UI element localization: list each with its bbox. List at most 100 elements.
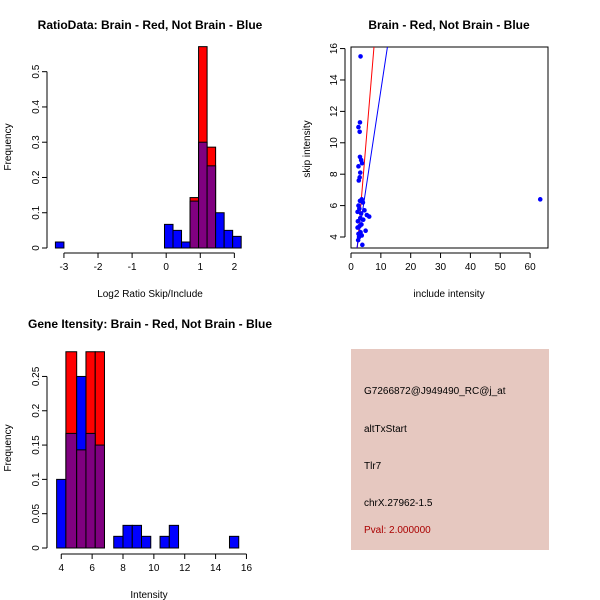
gene-notbrain-bar [228,535,240,549]
scatter-point [356,164,361,169]
scatter-plot-box [350,46,549,249]
ratio-histogram-title: RatioData: Brain - Red, Not Brain - Blue [38,18,263,32]
gene-notbrain-bar [56,478,67,549]
gene-x-tick-label: 6 [89,563,95,574]
gene-x-tick-label: 4 [58,563,64,574]
gene-intensity-title: Gene Itensity: Brain - Red, Not Brain - … [28,317,272,331]
ratio-y-tick-label: 0.4 [31,100,42,114]
scatter-x-tick-label: 50 [495,262,507,273]
gene-x-tick-label: 8 [120,563,126,574]
ratio-x-tick-label: 0 [163,262,169,273]
gene-y-tick-label: 0 [31,545,42,551]
ratio-notbrain-bar [163,223,174,249]
scatter-point [363,228,368,234]
ratio-x-tick-label: 2 [232,262,238,273]
gene-y-tick-label: 0.15 [31,435,42,455]
scatter-x-tick-label: 30 [435,262,447,273]
gene-notbrain-bar [131,524,143,549]
scatter-y-tick-label: 4 [329,234,340,240]
ratio-x-tick-label: -3 [59,262,68,273]
scatter-x-tick-label: 40 [465,262,477,273]
scatter-point [359,160,365,166]
scatter-point [357,129,362,135]
ratio-overlap-bar [198,141,208,249]
scatter-x-tick-label: 0 [348,262,354,273]
gene-notbrain-bar [168,524,180,549]
ratio-x-tick-label: -2 [94,262,103,273]
info-panel: G7266872@J949490_RC@j_at altTxStart Tlr7… [351,349,549,550]
scatter-point [362,208,367,213]
scatter-y-tick-label: 8 [329,171,340,177]
ratio-notbrain-bar [172,229,183,249]
gene-notbrain-bar [113,535,124,549]
gene-intensity-xlabel: Intensity [130,590,167,600]
gene-x-tick-label: 12 [179,563,191,574]
ratio-notbrain-bar [54,241,65,249]
pval-label: Pval: 2.000000 [364,525,431,536]
gene-notbrain-bar [122,524,133,549]
genomic-location: chrX.27962-1.5 [364,498,433,509]
gene-notbrain-bar [159,535,170,549]
scatter-y-tick-label: 16 [329,43,340,55]
ratio-y-tick-label: 0.2 [31,170,42,184]
ratio-x-tick-label: 1 [197,262,203,273]
scatter-point [356,124,361,130]
gene-overlap-bar [85,432,96,549]
ratio-y-tick-label: 0.5 [31,64,42,78]
scatter-point [360,217,366,223]
scatter-point [366,214,372,219]
gene-y-tick-label: 0.05 [31,504,42,524]
gene-x-tick-label: 10 [148,563,160,574]
scatter-x-tick-label: 20 [405,262,417,273]
scatter-point [358,54,363,59]
gene-name: Tlr7 [364,461,382,472]
scatter-point [357,175,362,180]
scatter-x-tick-label: 60 [525,262,537,273]
ratio-histogram-xlabel: Log2 Ratio Skip/Include [97,289,203,300]
intensity-scatter-title: Brain - Red, Not Brain - Blue [368,18,530,32]
scatter-point [357,170,363,175]
intensity-scatter-xlabel: include intensity [413,289,484,300]
scatter-point [360,200,366,205]
intensity-scatter: Brain - Red, Not Brain - Blue include in… [302,18,549,300]
gene-intensity-histogram: Gene Itensity: Brain - Red, Not Brain - … [3,317,272,600]
ratio-x-tick-label: -1 [128,262,137,273]
gene-x-tick-label: 16 [241,563,253,574]
ratio-y-tick-label: 0.3 [31,135,42,149]
scatter-point [537,197,543,202]
probe-id: G7266872@J949490_RC@j_at [364,386,506,397]
scatter-point [358,211,364,216]
gene-y-tick-label: 0.25 [31,366,42,386]
ratio-notbrain-bar [223,229,234,249]
ratio-notbrain-bar [232,235,242,249]
scatter-point [360,242,365,248]
gene-overlap-bar [94,444,105,549]
gene-notbrain-bar [141,535,152,549]
scatter-point [357,120,363,125]
ratio-histogram-ylabel: Frequency [3,123,14,170]
gene-intensity-ylabel: Frequency [3,424,14,471]
ratio-histogram: RatioData: Brain - Red, Not Brain - Blue… [3,18,263,300]
scatter-y-tick-label: 14 [329,74,340,86]
scatter-x-tick-label: 10 [375,262,387,273]
gene-y-tick-label: 0.1 [31,472,42,486]
ratio-y-tick-label: 0 [31,245,42,251]
ratio-overlap-bar [189,200,200,249]
scatter-point [359,222,364,227]
ratio-notbrain-bar [181,241,191,249]
gene-x-tick-label: 14 [210,563,222,574]
scatter-y-tick-label: 10 [329,137,340,149]
scatter-point [357,206,362,212]
gene-overlap-bar [76,449,87,549]
scatter-point [359,233,365,238]
gene-overlap-bar [65,432,78,549]
scatter-y-tick-label: 12 [329,105,340,117]
event-type: altTxStart [364,424,407,435]
gene-y-tick-label: 0.2 [31,403,42,417]
ratio-overlap-bar [206,165,217,249]
ratio-y-tick-label: 0.1 [31,205,42,219]
scatter-point [355,219,361,224]
scatter-point [355,237,361,243]
ratio-notbrain-bar [215,212,225,249]
scatter-y-tick-label: 6 [329,202,340,208]
